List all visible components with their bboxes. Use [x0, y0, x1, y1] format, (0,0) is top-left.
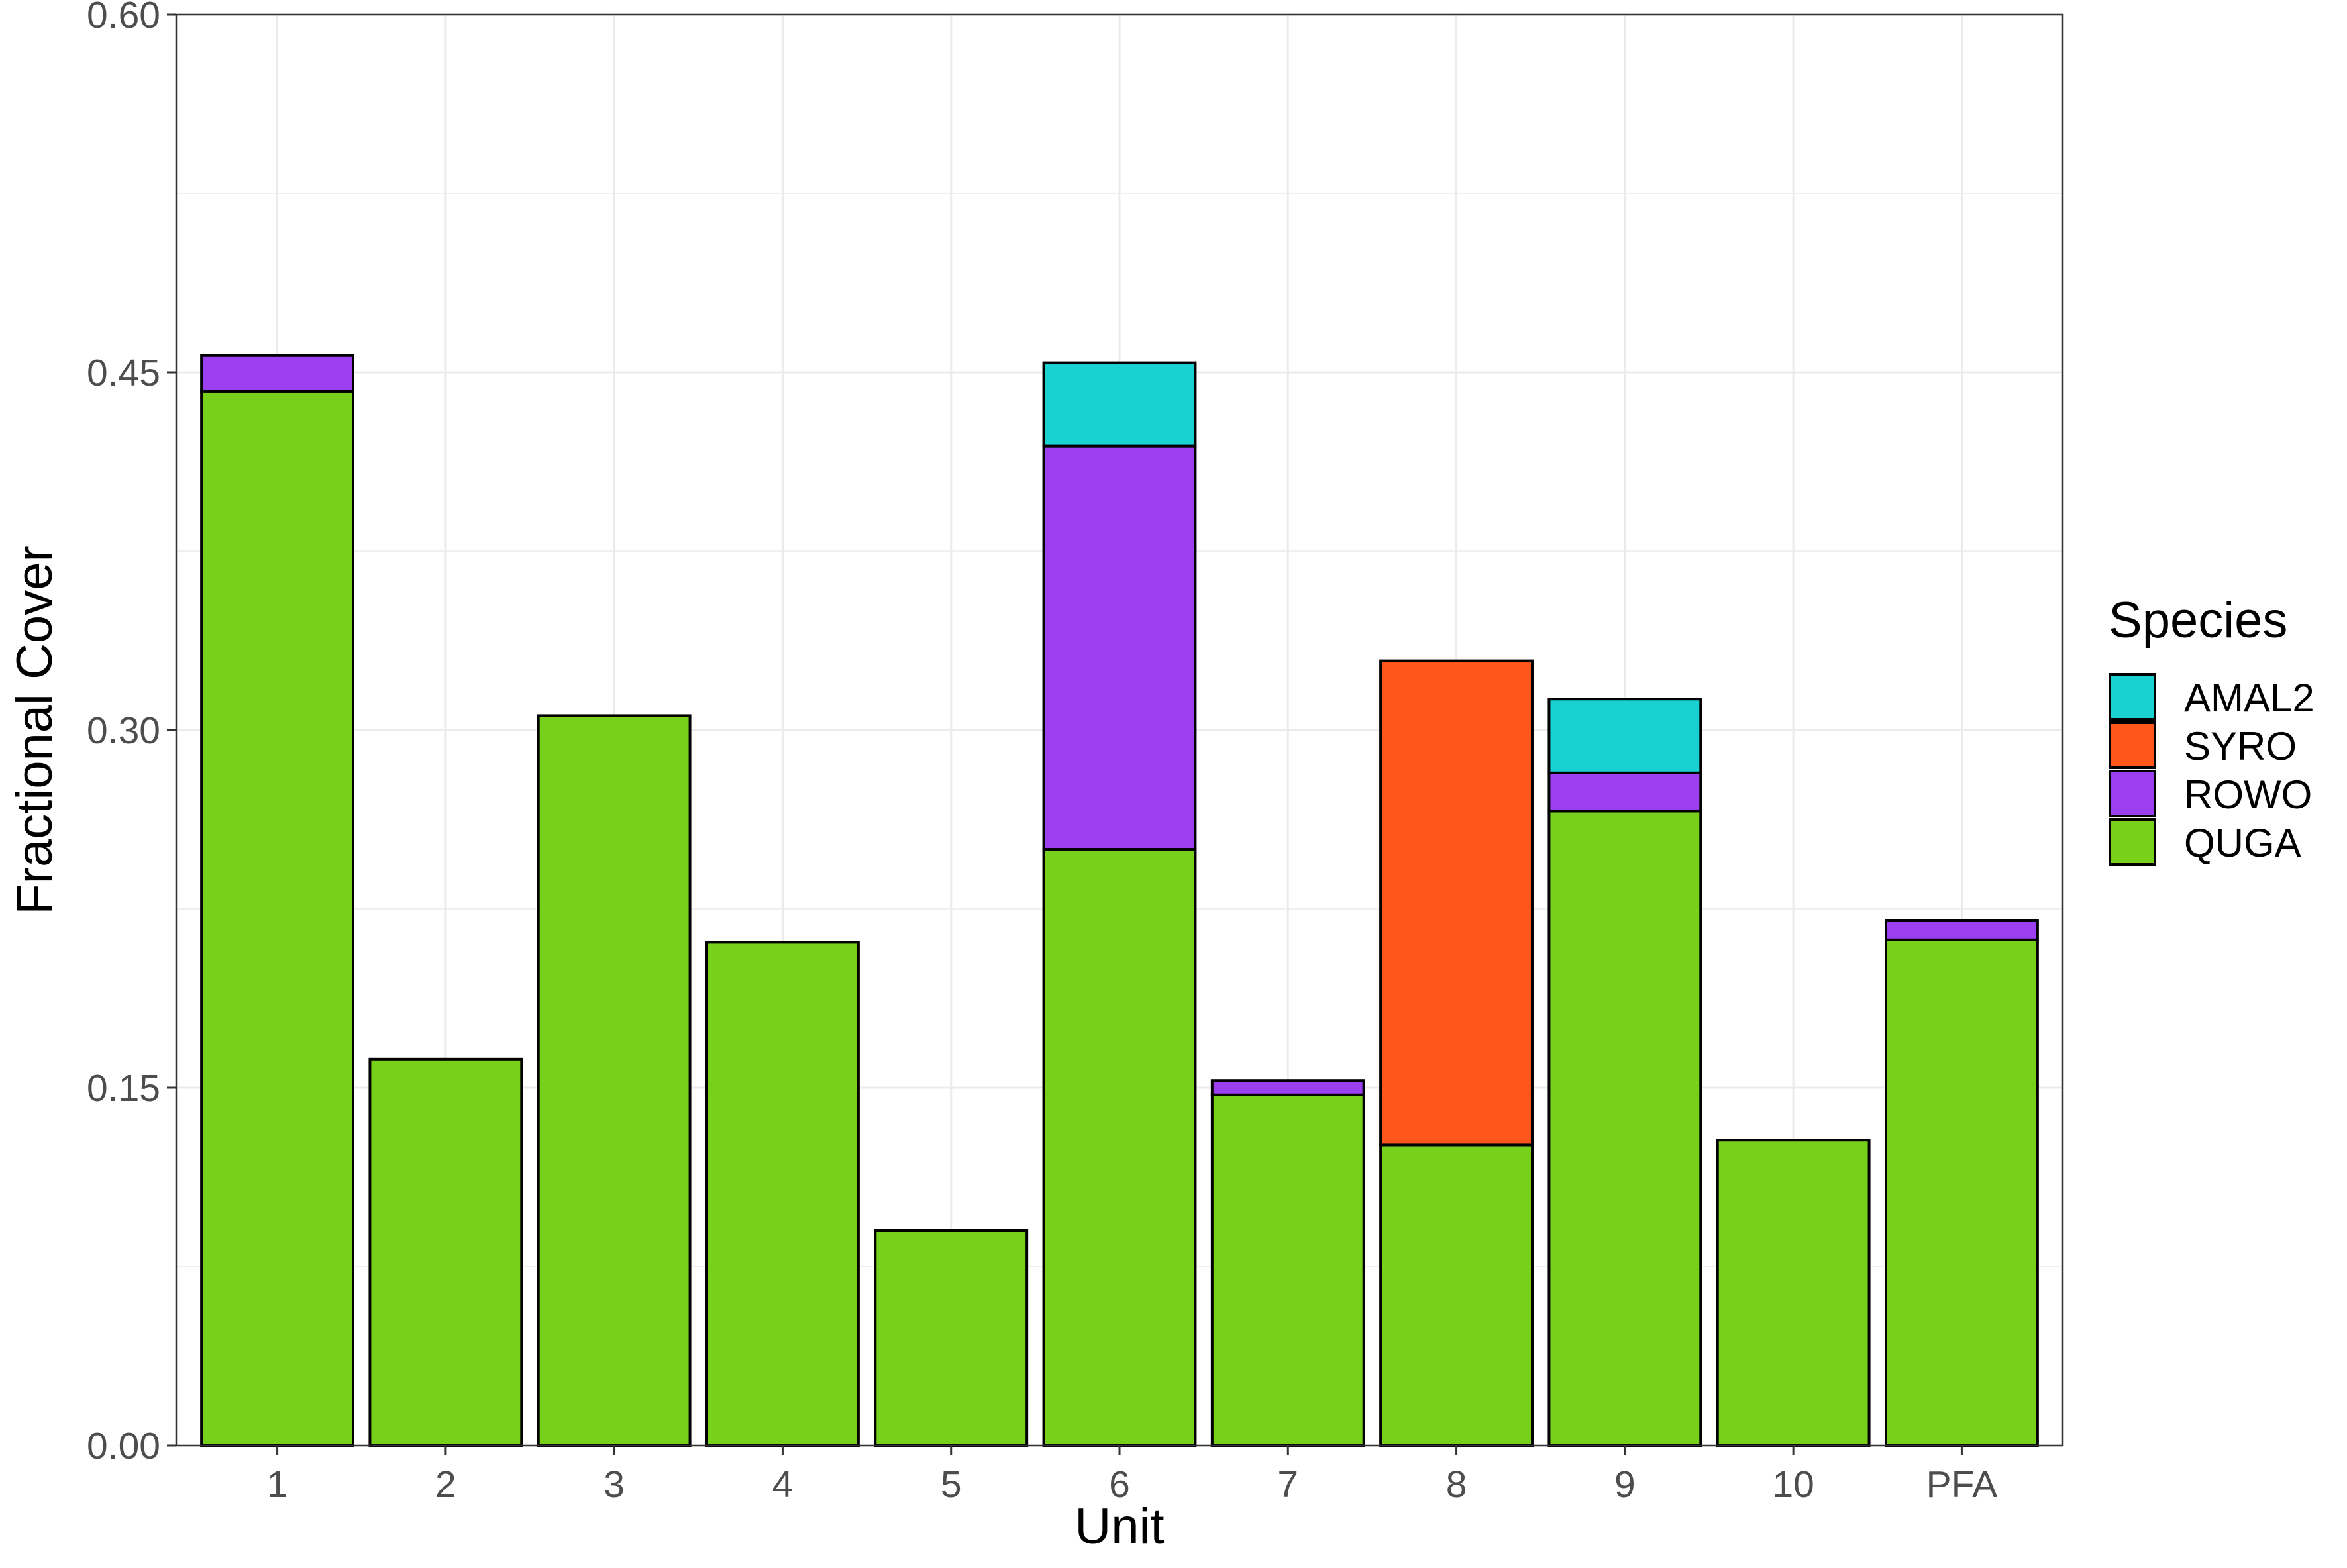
x-tick-label: 2: [435, 1463, 456, 1506]
bar-segment-unit-6-rowo: [1042, 444, 1197, 851]
x-tick-label: 7: [1277, 1463, 1298, 1506]
x-tick-label: PFA: [1926, 1463, 1998, 1506]
bar-segment-unit-pfa-rowo: [1885, 919, 2039, 941]
y-tick-label: 0.45: [87, 352, 160, 394]
bar-segment-unit-3-quga: [537, 714, 692, 1447]
bar-segment-unit-6-amal2: [1042, 361, 1197, 448]
legend-key-rowo: [2109, 770, 2156, 817]
bar-segment-unit-8-syro: [1379, 659, 1534, 1147]
legend-label-quga: QUGA: [2184, 821, 2301, 865]
x-tick-label: 9: [1614, 1463, 1636, 1506]
bar-segment-unit-8-quga: [1379, 1143, 1534, 1447]
y-tick-label: 0.00: [87, 1425, 160, 1467]
bars: [200, 354, 2039, 1447]
legend-key-amal2: [2109, 673, 2156, 721]
bar-segment-unit-9-amal2: [1547, 698, 1702, 774]
bar-segment-unit-4-quga: [705, 941, 860, 1447]
y-axis-title: Fractional Cover: [7, 545, 63, 915]
x-tick-label: 4: [772, 1463, 794, 1506]
bar-segment-unit-5-quga: [874, 1229, 1029, 1447]
y-tick-label: 0.60: [87, 0, 160, 36]
x-axis-title: Unit: [1074, 1498, 1164, 1555]
bar-segment-unit-6-quga: [1042, 848, 1197, 1447]
bar-segment-unit-pfa-quga: [1885, 938, 2039, 1447]
bar-segment-unit-2-quga: [368, 1057, 523, 1447]
legend-key-quga: [2109, 818, 2156, 866]
bar-segment-unit-7-rowo: [1210, 1079, 1365, 1096]
x-tick-label: 5: [941, 1463, 962, 1506]
bar-segment-unit-7-quga: [1210, 1093, 1365, 1447]
x-tick-label: 1: [267, 1463, 288, 1506]
legend-title: Species: [2109, 592, 2287, 649]
legend-label-amal2: AMAL2: [2184, 676, 2315, 720]
bar-segment-unit-9-quga: [1547, 810, 1702, 1447]
legend-label-syro: SYRO: [2184, 724, 2297, 768]
x-tick-label: 10: [1772, 1463, 1814, 1506]
bar-segment-unit-1-rowo: [200, 354, 354, 393]
y-tick-label: 0.15: [87, 1067, 160, 1110]
bar-segment-unit-1-quga: [200, 390, 354, 1447]
legend-label-rowo: ROWO: [2184, 772, 2312, 817]
x-tick-label: 6: [1109, 1463, 1130, 1506]
y-tick-label: 0.30: [87, 709, 160, 752]
x-tick-label: 8: [1446, 1463, 1467, 1506]
bar-segment-unit-10-quga: [1716, 1139, 1871, 1447]
legend-key-syro: [2109, 721, 2156, 769]
bar-segment-unit-9-rowo: [1547, 771, 1702, 813]
x-tick-label: 3: [603, 1463, 625, 1506]
axes: 0.00 0.15 0.30 0.45 0.60 1 2 3 4 5 6 7 8 9 10 PFA: [87, 0, 1997, 1506]
